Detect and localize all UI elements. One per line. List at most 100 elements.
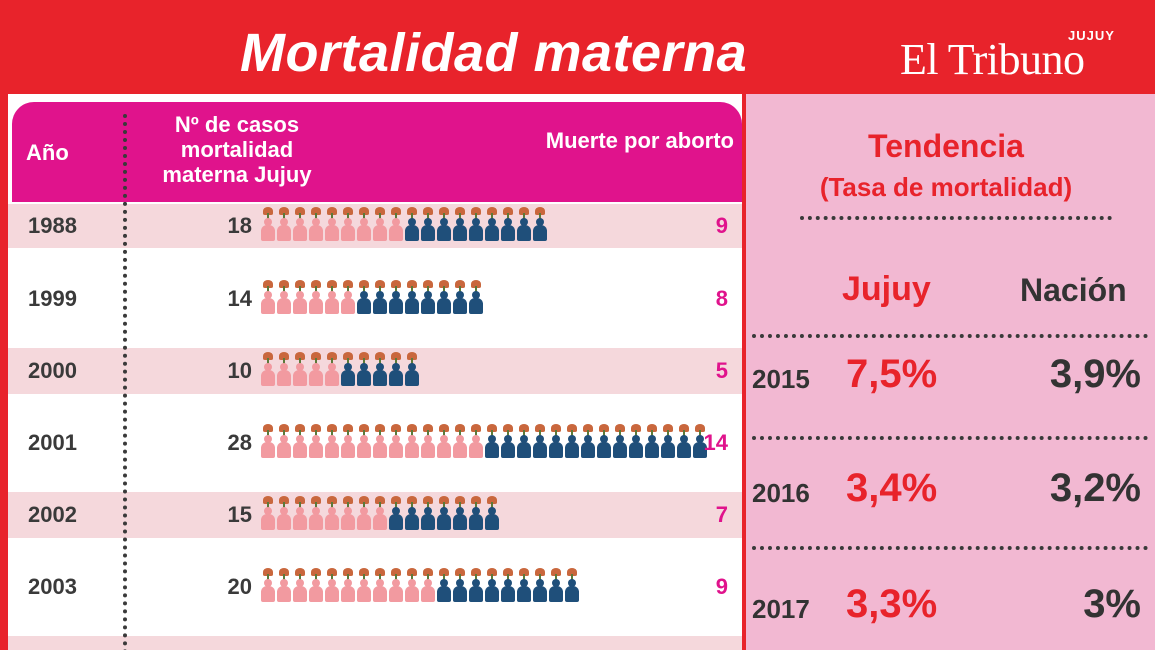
figure-abortion-icon <box>532 568 547 602</box>
figure-other-cause-icon <box>260 568 275 602</box>
figure-other-cause-icon <box>260 280 275 314</box>
figure-abortion-icon <box>612 424 627 458</box>
trend-column-nacion: Nación <box>1020 272 1127 308</box>
trend-year: 2015 <box>752 364 810 394</box>
trend-nacion-rate: 3% <box>1083 582 1141 626</box>
figure-abortion-icon <box>548 568 563 602</box>
figure-abortion-icon <box>452 280 467 314</box>
figure-other-cause-icon <box>324 496 339 530</box>
row-pictograph <box>260 352 420 386</box>
figure-abortion-icon <box>644 424 659 458</box>
figure-other-cause-icon <box>260 352 275 386</box>
row-cases-count: 18 <box>227 213 252 238</box>
row-year: 2000 <box>28 358 77 383</box>
figure-abortion-icon <box>372 280 387 314</box>
trend-row: 2016 3,4% 3,2% <box>746 462 1155 522</box>
trend-panel: Tendencia (Tasa de mortalidad) Jujuy Nac… <box>746 94 1155 650</box>
figure-abortion-icon <box>404 496 419 530</box>
figure-abortion-icon <box>340 352 355 386</box>
figure-other-cause-icon <box>388 207 403 241</box>
cases-table: Año Nº de casos mortalidad materna Jujuy… <box>8 94 742 650</box>
table-row: 1999 14 8 <box>8 252 742 346</box>
figure-other-cause-icon <box>276 568 291 602</box>
row-abortion-count: 9 <box>715 213 728 238</box>
figure-abortion-icon <box>500 568 515 602</box>
figure-other-cause-icon <box>356 568 371 602</box>
trend-divider <box>800 216 1112 220</box>
figure-other-cause-icon <box>404 424 419 458</box>
figure-other-cause-icon <box>420 568 435 602</box>
figure-other-cause-icon <box>356 207 371 241</box>
figure-other-cause-icon <box>372 496 387 530</box>
trend-divider <box>752 546 1148 550</box>
row-abortion-count: 7 <box>715 502 728 527</box>
table-header: Año Nº de casos mortalidad materna Jujuy… <box>12 102 742 202</box>
figure-abortion-icon <box>452 568 467 602</box>
trend-title: Tendencia <box>868 128 1024 164</box>
figure-abortion-icon <box>500 207 515 241</box>
figure-abortion-icon <box>516 568 531 602</box>
figure-other-cause-icon <box>340 424 355 458</box>
row-abortion-count: 8 <box>715 286 728 311</box>
figure-abortion-icon <box>692 424 707 458</box>
figure-other-cause-icon <box>420 424 435 458</box>
table-row: 2000 10 5 <box>8 348 742 394</box>
trend-year: 2016 <box>752 478 810 508</box>
figure-other-cause-icon <box>308 424 323 458</box>
figure-other-cause-icon <box>388 568 403 602</box>
trend-jujuy-rate: 3,4% <box>846 466 938 510</box>
brand-region: JUJUY <box>1068 28 1115 43</box>
figure-other-cause-icon <box>324 424 339 458</box>
figure-other-cause-icon <box>308 568 323 602</box>
figure-other-cause-icon <box>324 568 339 602</box>
figure-abortion-icon <box>532 207 547 241</box>
figure-other-cause-icon <box>340 280 355 314</box>
figure-abortion-icon <box>404 280 419 314</box>
figure-other-cause-icon <box>324 280 339 314</box>
figure-abortion-icon <box>516 207 531 241</box>
figure-other-cause-icon <box>276 496 291 530</box>
figure-abortion-icon <box>436 496 451 530</box>
figure-abortion-icon <box>356 280 371 314</box>
figure-abortion-icon <box>596 424 611 458</box>
row-abortion-count: 5 <box>715 358 728 383</box>
figure-abortion-icon <box>628 424 643 458</box>
row-pictograph <box>260 496 500 530</box>
trend-divider <box>752 436 1148 440</box>
row-year: 2002 <box>28 502 77 527</box>
figure-other-cause-icon <box>276 352 291 386</box>
figure-abortion-icon <box>660 424 675 458</box>
figure-abortion-icon <box>356 352 371 386</box>
column-header-abortion: Muerte por aborto <box>545 128 734 153</box>
figure-abortion-icon <box>372 352 387 386</box>
figure-abortion-icon <box>436 280 451 314</box>
figure-other-cause-icon <box>436 424 451 458</box>
figure-other-cause-icon <box>308 280 323 314</box>
row-pictograph <box>260 280 484 314</box>
figure-abortion-icon <box>676 424 691 458</box>
column-header-cases: Nº de casos mortalidad materna Jujuy <box>162 112 312 187</box>
figure-abortion-icon <box>484 568 499 602</box>
figure-abortion-icon <box>468 207 483 241</box>
figure-other-cause-icon <box>372 207 387 241</box>
row-year: 1988 <box>28 213 77 238</box>
figure-other-cause-icon <box>388 424 403 458</box>
row-abortion-count: 9 <box>715 574 728 599</box>
figure-abortion-icon <box>548 424 563 458</box>
table-row: 2003 20 9 <box>8 540 742 634</box>
table-row: 2001 28 14 <box>8 396 742 490</box>
figure-other-cause-icon <box>260 424 275 458</box>
trend-nacion-rate: 3,9% <box>1049 352 1141 396</box>
figure-other-cause-icon <box>452 424 467 458</box>
figure-other-cause-icon <box>308 496 323 530</box>
figure-other-cause-icon <box>372 424 387 458</box>
column-header-year: Año <box>26 140 69 165</box>
figure-other-cause-icon <box>276 207 291 241</box>
figure-other-cause-icon <box>276 280 291 314</box>
trend-column-jujuy: Jujuy <box>842 270 931 308</box>
row-cases-count: 10 <box>227 358 252 383</box>
row-cases-count: 20 <box>227 574 252 599</box>
figure-abortion-icon <box>516 424 531 458</box>
figure-abortion-icon <box>388 352 403 386</box>
figure-abortion-icon <box>420 207 435 241</box>
